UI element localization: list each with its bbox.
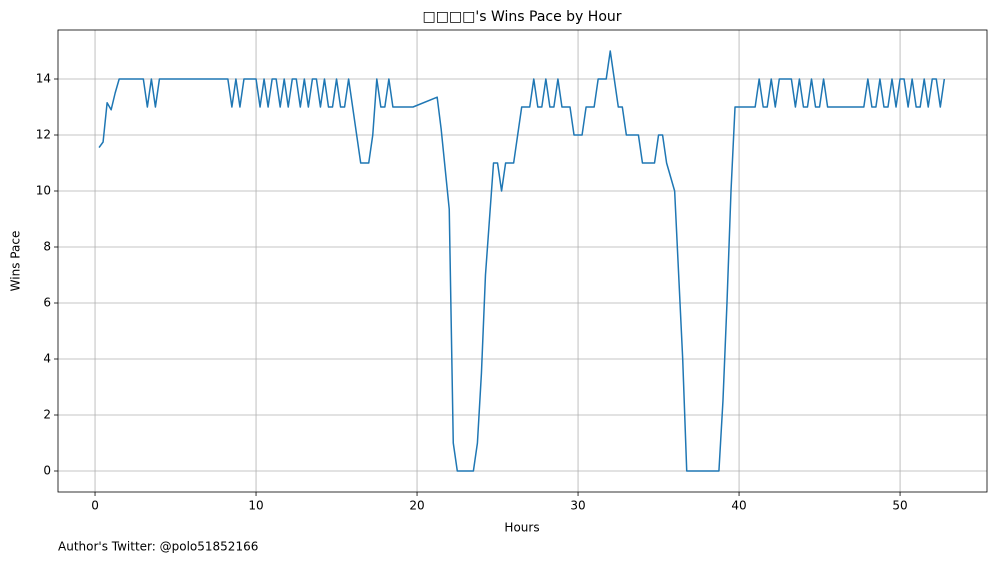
y-tick-label: 0 <box>43 464 51 478</box>
x-tick-label: 20 <box>409 499 424 513</box>
x-axis-label: Hours <box>504 521 539 535</box>
x-tick-label: 30 <box>570 499 585 513</box>
y-axis-label: Wins Pace <box>9 231 23 292</box>
x-tick-label: 50 <box>892 499 907 513</box>
chart-title: □□□□'s Wins Pace by Hour <box>422 9 621 25</box>
y-tick-label: 12 <box>36 128 51 142</box>
y-tick-label: 8 <box>43 240 51 254</box>
x-tick-label: 0 <box>91 499 99 513</box>
plot-frame <box>57 29 988 493</box>
footnote: Author's Twitter: @polo51852166 <box>58 540 258 554</box>
y-tick-label: 10 <box>36 184 51 198</box>
y-tick-label: 2 <box>43 408 51 422</box>
y-tick-label: 6 <box>43 296 51 310</box>
data-line <box>98 50 946 472</box>
x-tick-label: 10 <box>248 499 263 513</box>
x-tick-label: 40 <box>731 499 746 513</box>
y-tick-label: 14 <box>36 72 51 86</box>
y-tick-label: 4 <box>43 352 51 366</box>
